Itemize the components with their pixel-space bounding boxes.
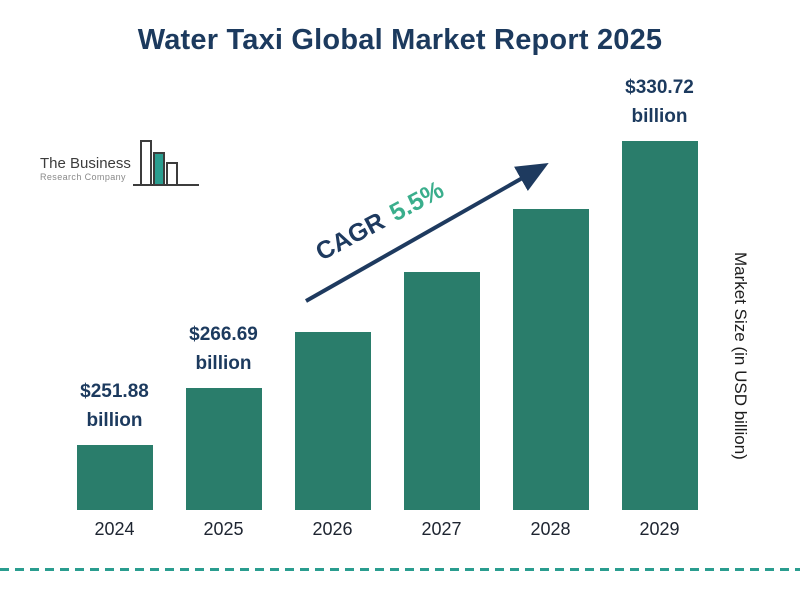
bar [403,272,480,510]
bar [621,141,698,510]
bar-column: $330.72 billion 2029 [605,70,714,545]
bar-value-label: $266.69 billion [144,321,304,378]
bottom-dashed-divider [0,568,800,571]
bar [512,209,589,510]
bar-value-unit: billion [195,352,252,374]
bar-value-label: $330.72 billion [580,74,740,131]
logo-bar-chart-icon [132,140,199,186]
x-axis-tick-label: 2025 [203,519,244,539]
page-title: Water Taxi Global Market Report 2025 [137,24,663,56]
logo-text: The Business Research Company [40,155,131,192]
bar-column: $266.69 billion 2025 [169,70,278,545]
bar-value-amount: $266.69 [189,324,258,345]
x-axis-tick-label: 2026 [312,519,353,539]
bar [185,388,262,510]
bar-value-amount: $330.72 [625,77,694,98]
bar-column: 2028 [496,70,605,545]
bar-value-amount: $251.88 [80,381,149,402]
bar-column: 2027 [387,70,496,545]
bar [294,332,371,510]
bar [76,445,153,510]
bar-chart: $251.88 billion 2024 $266.69 billion 2025 2026… [60,70,714,545]
x-axis-tick-label: 2027 [421,519,462,539]
bar-column: $251.88 billion 2024 [60,70,169,545]
company-logo: The Business Research Company [40,136,201,192]
bar-value-unit: billion [631,105,688,127]
x-axis-tick-label: 2028 [530,519,571,539]
x-axis-tick-label: 2029 [639,519,680,539]
bar-value-label: $251.88 billion [35,378,195,435]
bar-column: 2026 [278,70,387,545]
x-axis-tick-label: 2024 [94,519,135,539]
y-axis-label: Market Size (in USD billion) [731,252,750,460]
bar-value-unit: billion [86,409,143,431]
logo-company-subname: Research Company [40,172,126,182]
logo-company-name: The Business [40,155,131,172]
